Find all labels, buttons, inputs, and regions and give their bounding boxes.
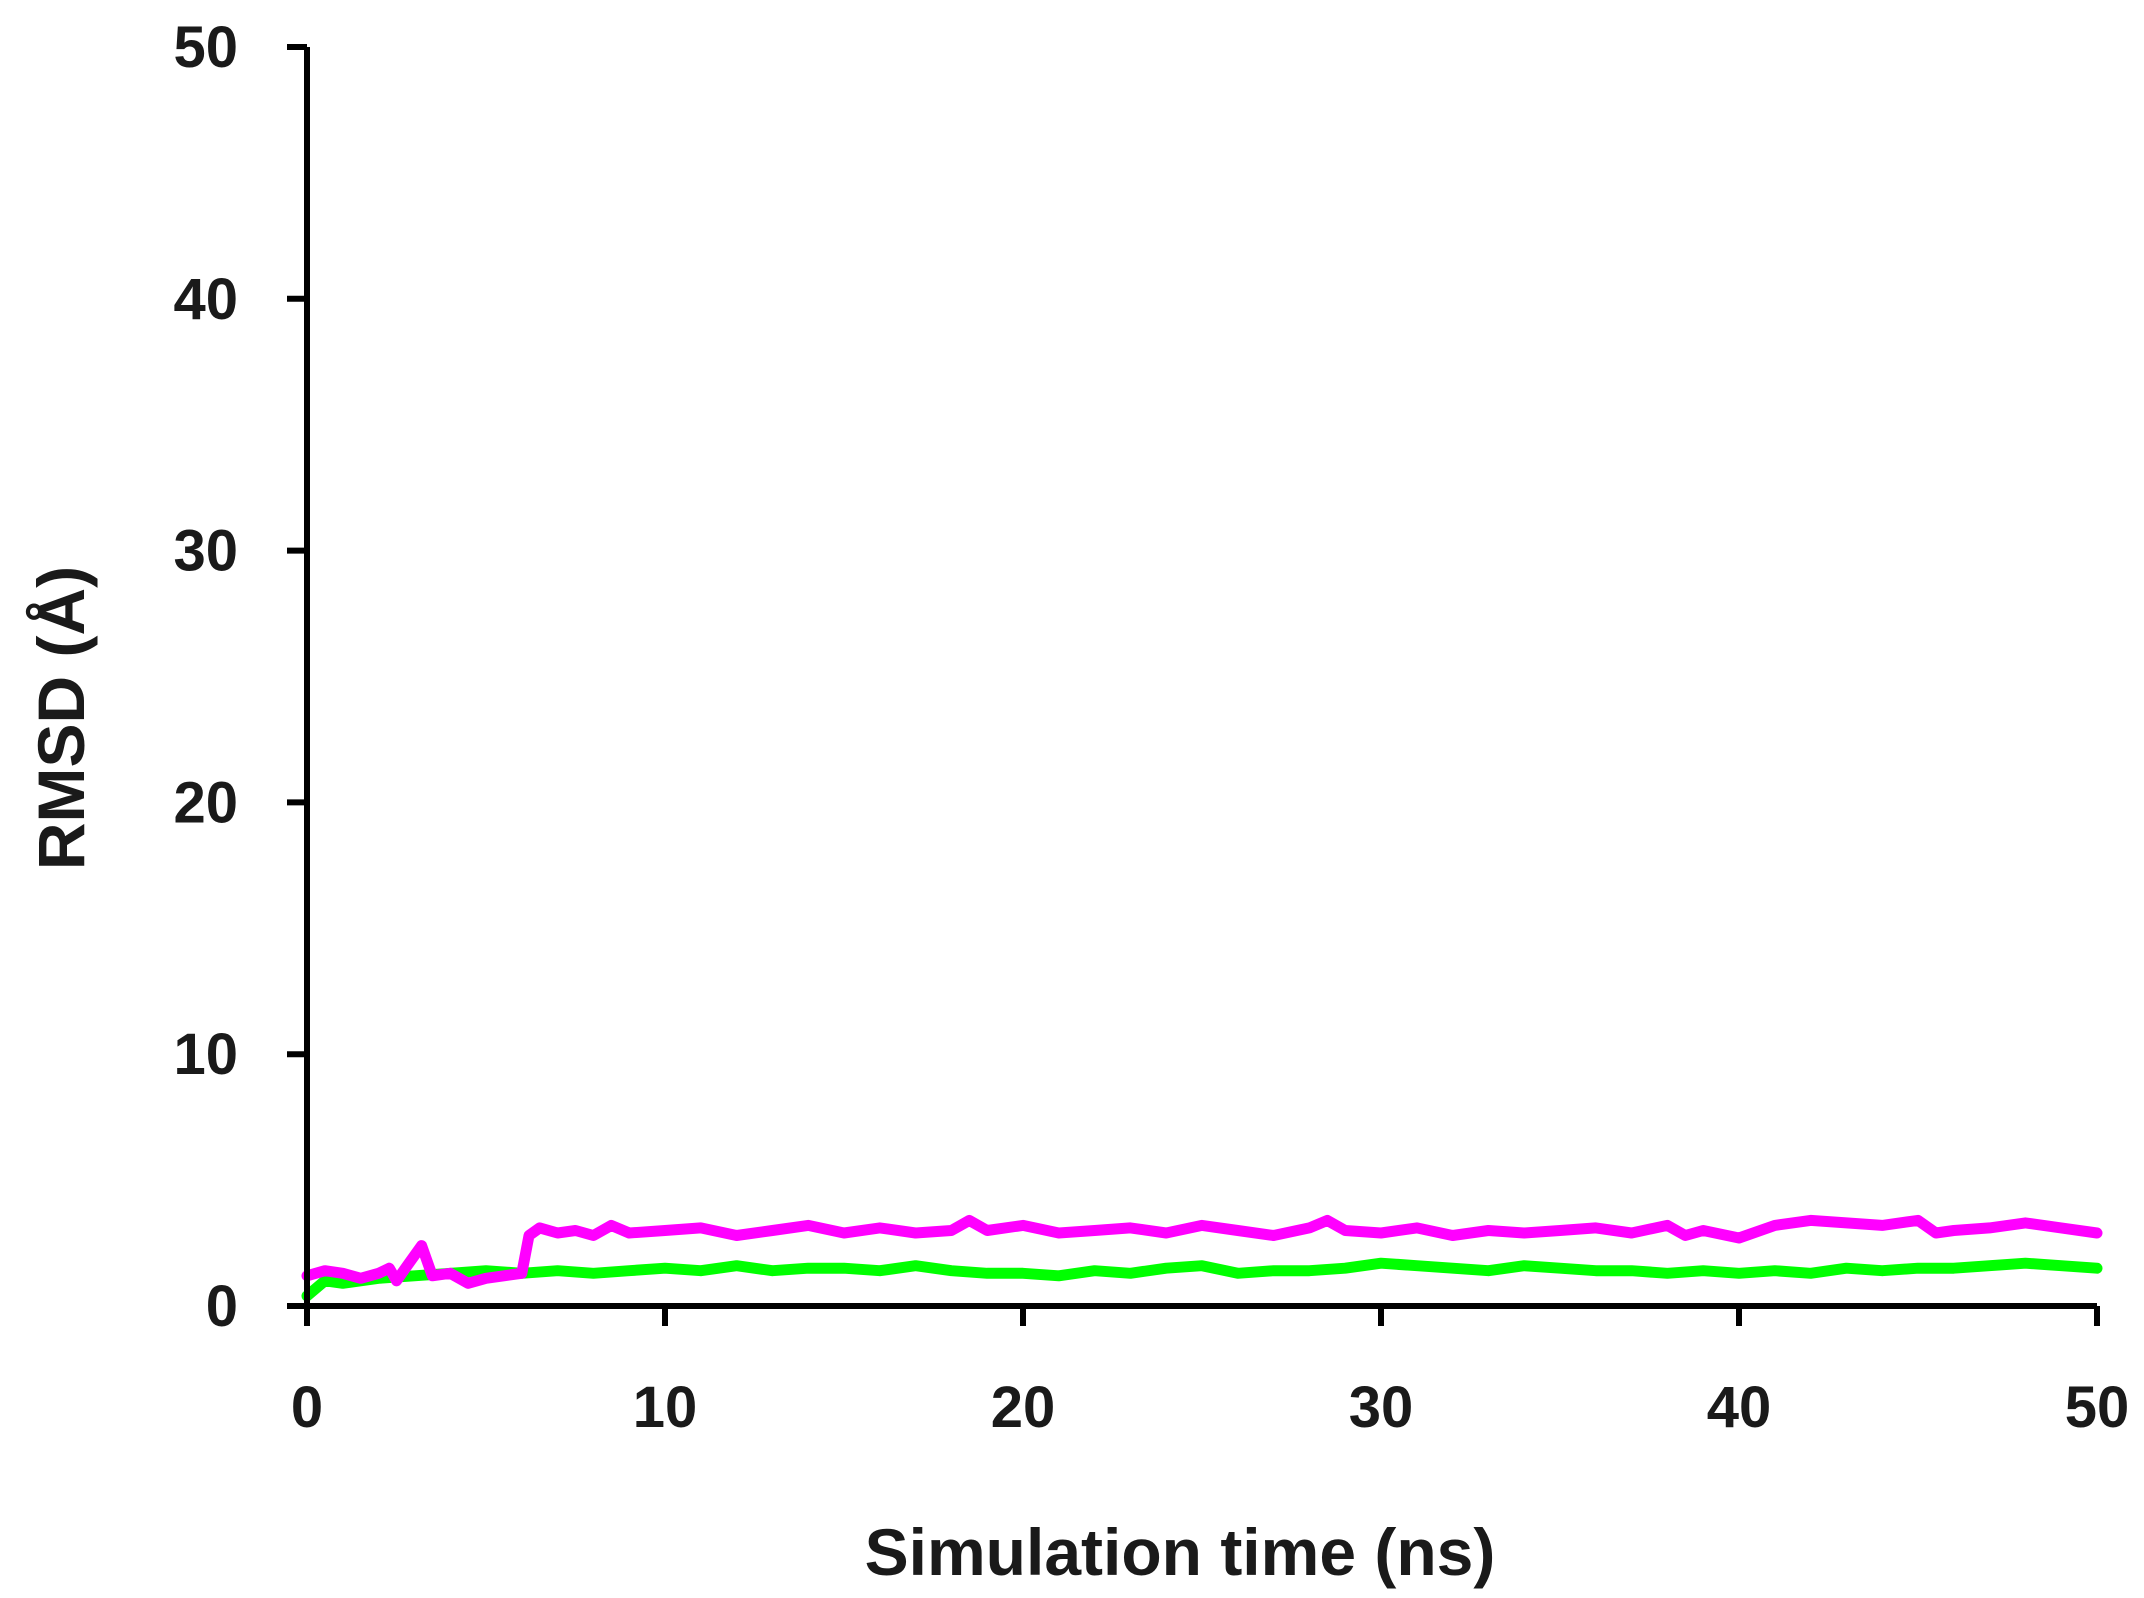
series-line-magenta: [301, 1214, 2103, 1289]
x-tick-label: 20: [991, 1375, 1056, 1440]
axes: [287, 44, 2100, 1326]
x-axis-title: Simulation time (ns): [865, 1515, 1496, 1589]
x-tick-label: 50: [2065, 1375, 2130, 1440]
x-tick-label: 0: [291, 1375, 323, 1440]
x-tick-label: 10: [633, 1375, 698, 1440]
y-tick-label: 40: [173, 267, 238, 332]
y-tick-label: 50: [173, 15, 238, 80]
y-tick-label: 30: [173, 519, 238, 584]
x-tick-label: 40: [1707, 1375, 1772, 1440]
x-tick-label: 30: [1349, 1375, 1414, 1440]
y-tick-label: 0: [206, 1274, 238, 1339]
tick-labels: 0 10 20 30 40 50 0 10 20 30 40 50: [173, 15, 2129, 1440]
series-line-green: [301, 1257, 2103, 1302]
y-axis-title: RMSD (Å): [24, 566, 98, 870]
y-tick-label: 20: [173, 770, 238, 835]
y-tick-label: 10: [173, 1022, 238, 1087]
plot-series: [301, 1214, 2103, 1302]
